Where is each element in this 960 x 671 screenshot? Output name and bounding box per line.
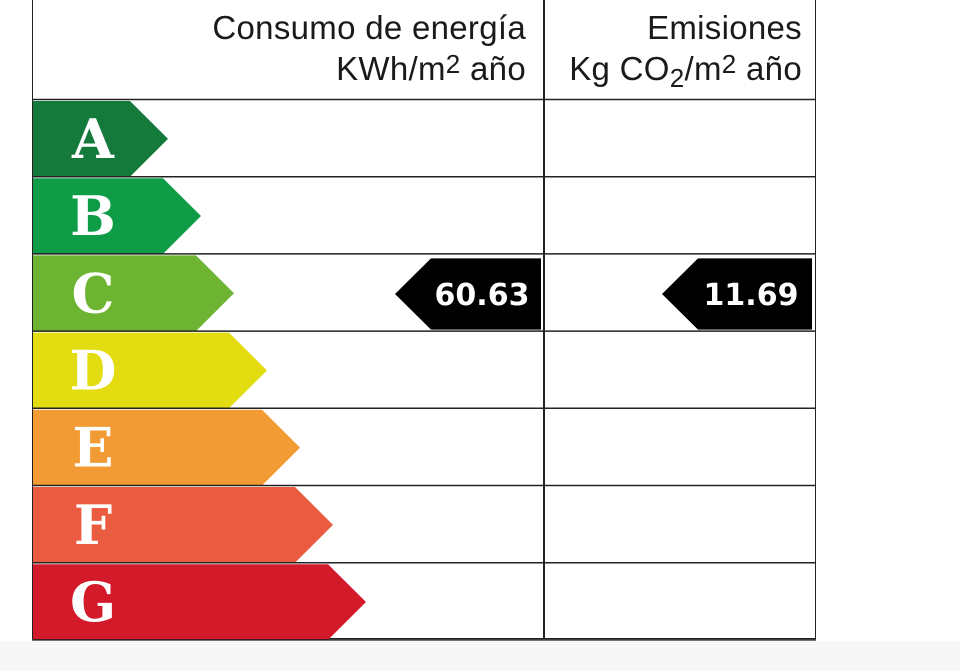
emisiones-unit: Kg CO2/m2 año bbox=[548, 48, 802, 93]
grade-arrow-a bbox=[33, 101, 168, 177]
grade-letter-d: D bbox=[70, 338, 117, 402]
emisiones-unit-mid: /m bbox=[684, 50, 722, 87]
emisiones-unit-base: Kg CO bbox=[569, 50, 670, 87]
emisiones-value: 11.69 bbox=[704, 278, 799, 313]
grade-letter-g: G bbox=[70, 570, 116, 634]
grade-arrow-f bbox=[33, 487, 333, 563]
bottom-strip bbox=[0, 641, 960, 671]
grade-arrow-b bbox=[33, 178, 201, 254]
grade-letter-b: B bbox=[70, 184, 116, 248]
emisiones-header: Emisiones Kg CO2/m2 año bbox=[548, 7, 802, 93]
consumo-title: Consumo de energía bbox=[212, 9, 526, 46]
consumo-value: 60.63 bbox=[435, 278, 530, 313]
consumo-unit-base: KWh/m bbox=[336, 50, 446, 87]
grade-letter-f: F bbox=[74, 493, 112, 557]
grade-arrow-g bbox=[33, 564, 366, 640]
grade-arrow-e bbox=[33, 409, 300, 486]
consumo-header: Consumo de energía KWh/m2 año bbox=[150, 7, 526, 92]
emisiones-unit-sup: 2 bbox=[721, 49, 737, 79]
emisiones-unit-sub: 2 bbox=[669, 63, 685, 93]
table-border bbox=[32, 0, 816, 639]
grade-arrow-c bbox=[33, 255, 234, 332]
consumo-unit-sup: 2 bbox=[445, 49, 461, 79]
grade-letter-a: A bbox=[71, 107, 115, 171]
emisiones-title: Emisiones bbox=[647, 9, 802, 46]
emisiones-indicator bbox=[662, 258, 812, 330]
consumo-indicator bbox=[395, 258, 541, 330]
consumo-unit: KWh/m2 año bbox=[150, 48, 526, 92]
emisiones-unit-post: año bbox=[736, 50, 802, 87]
grade-letter-c: C bbox=[72, 261, 115, 325]
grade-arrow-d bbox=[33, 332, 267, 409]
consumo-unit-post: año bbox=[460, 50, 526, 87]
grade-letter-e: E bbox=[72, 416, 113, 480]
column-divider bbox=[543, 0, 545, 639]
